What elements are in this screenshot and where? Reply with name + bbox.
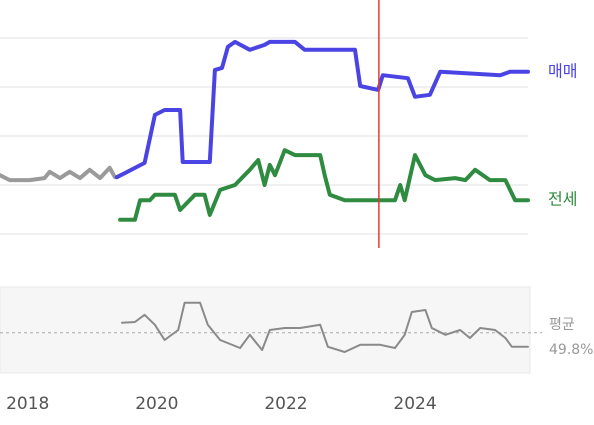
x-tick-label: 2020 — [135, 394, 178, 414]
series-label: 매매 — [548, 61, 577, 80]
average-label: 평균 — [549, 317, 575, 333]
series-line — [121, 301, 529, 353]
series-label: 전세 — [548, 190, 577, 209]
panel-background — [0, 286, 531, 374]
series-line — [118, 148, 530, 222]
x-tick-label: 2018 — [6, 394, 49, 414]
series-line — [114, 39, 530, 180]
x-tick-label: 2024 — [393, 394, 436, 414]
x-tick-label: 2022 — [264, 394, 307, 414]
series-line — [0, 165, 117, 183]
average-value: 49.8% — [549, 342, 593, 358]
